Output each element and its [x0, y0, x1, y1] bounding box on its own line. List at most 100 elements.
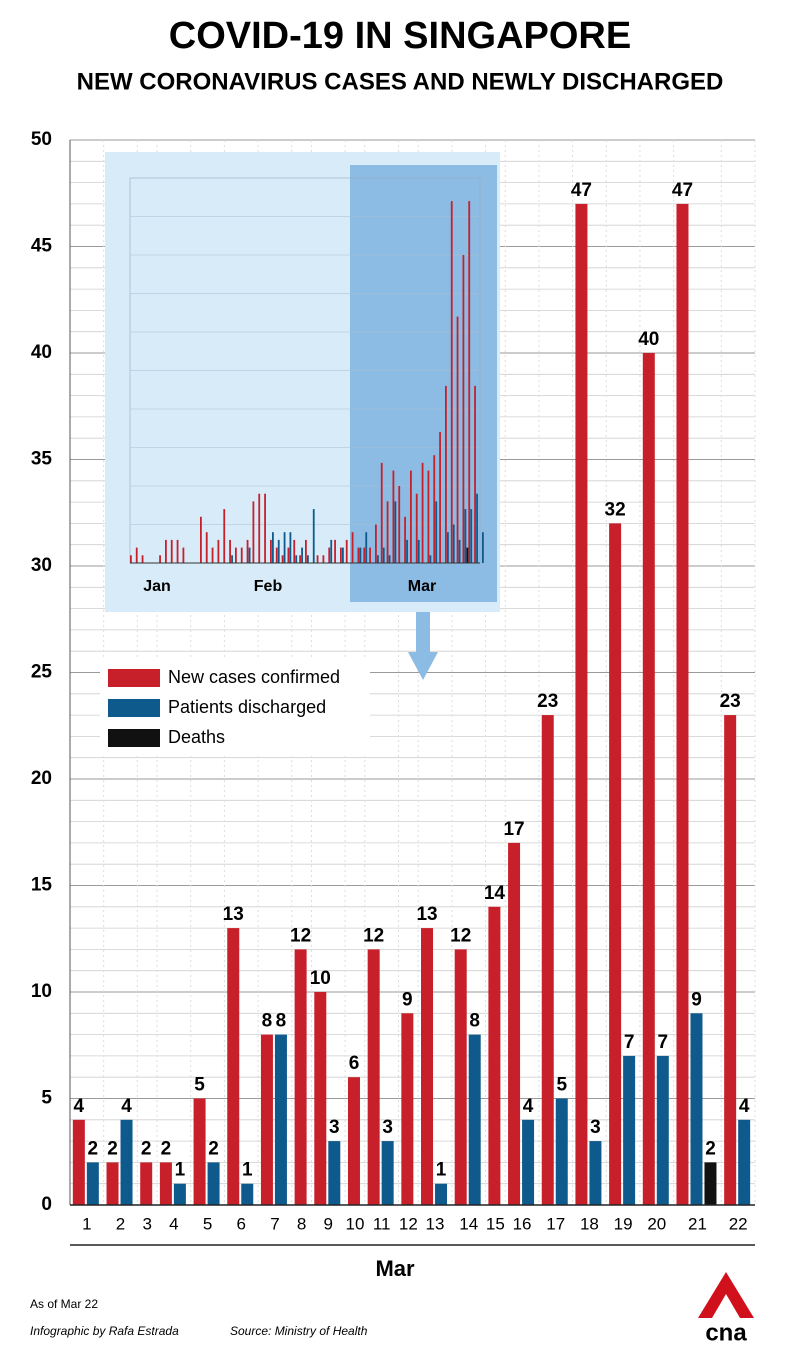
inset-bar — [482, 532, 484, 563]
bar — [159, 1162, 172, 1205]
inset-bar — [235, 547, 237, 563]
bar — [367, 949, 380, 1205]
inset-bar — [307, 555, 309, 563]
inset-bar — [398, 486, 401, 563]
value-label: 3 — [329, 1117, 340, 1138]
y-tick-label: 35 — [31, 449, 53, 470]
bar — [328, 1141, 341, 1205]
inset-bar — [223, 509, 226, 563]
legend-swatch — [108, 729, 160, 747]
inset-bar — [272, 532, 274, 563]
value-label: 2 — [705, 1138, 716, 1159]
value-label: 4 — [739, 1096, 750, 1117]
bar — [140, 1162, 153, 1205]
value-label: 7 — [624, 1032, 635, 1053]
bar — [508, 842, 521, 1205]
x-tick-label: 20 — [647, 1214, 666, 1233]
value-label: 40 — [638, 329, 659, 350]
inset-bar — [462, 255, 465, 563]
inset-bar — [388, 555, 391, 563]
inset-bar — [410, 470, 412, 563]
inset-bar — [130, 555, 132, 563]
inset-bar — [456, 316, 459, 563]
inset-bar — [474, 385, 476, 563]
legend-swatch — [108, 699, 160, 717]
inset-arrow — [408, 612, 438, 680]
x-tick-label: 16 — [513, 1214, 532, 1233]
inset-bar — [450, 201, 453, 563]
inset-bar — [176, 539, 179, 563]
bar — [260, 1034, 273, 1205]
credit: Infographic by Rafa Estrada — [30, 1324, 179, 1338]
inset-bar — [277, 539, 280, 563]
inset-bar — [240, 547, 243, 563]
value-label: 8 — [276, 1011, 287, 1032]
inset-bar — [363, 547, 366, 563]
bar — [227, 928, 240, 1205]
note: As of Mar 22 — [30, 1297, 98, 1311]
inset-bar — [421, 462, 424, 563]
bar — [193, 1098, 206, 1205]
value-label: 14 — [484, 883, 506, 904]
inset-bar — [415, 493, 418, 563]
x-tick-label: 9 — [324, 1214, 333, 1233]
bar — [589, 1141, 602, 1205]
bar — [314, 992, 327, 1205]
value-label: 13 — [416, 904, 437, 925]
inset-bar — [299, 555, 301, 563]
value-label: 5 — [556, 1075, 567, 1096]
value-label: 47 — [672, 180, 693, 201]
x-axis-label: Mar — [375, 1256, 415, 1281]
inset-bar — [165, 539, 167, 563]
bar — [106, 1162, 119, 1205]
inset-bar — [468, 201, 471, 563]
bar — [555, 1098, 568, 1205]
inset-bar — [281, 555, 284, 563]
inset-bar — [293, 539, 296, 563]
inset-bar — [231, 555, 233, 563]
inset-bar — [295, 555, 298, 563]
inset-month-label: Mar — [408, 578, 436, 595]
value-label: 4 — [74, 1096, 85, 1117]
y-tick-label: 0 — [41, 1194, 52, 1215]
value-label: 13 — [223, 904, 244, 925]
x-tick-label: 3 — [142, 1214, 151, 1233]
inset-bar — [406, 539, 408, 563]
inset-bar — [351, 532, 354, 563]
inset-bar — [275, 547, 278, 563]
value-label: 2 — [161, 1138, 172, 1159]
inset-bar — [205, 532, 208, 563]
value-label: 2 — [107, 1138, 118, 1159]
chart-title: COVID-19 IN SINGAPORE — [169, 15, 631, 57]
value-label: 23 — [537, 691, 558, 712]
inset-bar — [429, 555, 432, 563]
value-label: 12 — [290, 925, 311, 946]
source: Source: Ministry of Health — [230, 1324, 368, 1338]
value-label: 1 — [436, 1160, 447, 1181]
bar — [401, 1013, 414, 1205]
x-tick-label: 21 — [688, 1214, 707, 1233]
value-label: 2 — [88, 1138, 99, 1159]
value-label: 1 — [242, 1160, 253, 1181]
inset-month-label: Feb — [254, 578, 283, 595]
inset-bar — [217, 539, 220, 563]
inset-bar — [248, 547, 251, 563]
value-label: 1 — [175, 1160, 186, 1181]
y-tick-label: 50 — [31, 129, 52, 150]
bar — [488, 906, 501, 1205]
x-tick-label: 18 — [580, 1214, 599, 1233]
y-tick-label: 25 — [31, 662, 53, 683]
bar — [704, 1162, 717, 1205]
bar — [738, 1119, 751, 1205]
value-label: 12 — [363, 925, 384, 946]
y-tick-label: 10 — [31, 981, 52, 1002]
x-tick-label: 22 — [729, 1214, 748, 1233]
inset-bar — [264, 493, 266, 563]
inset-bar — [342, 547, 344, 563]
inset-bar — [369, 547, 371, 563]
inset-bar — [211, 547, 214, 563]
bar — [86, 1162, 99, 1205]
value-label: 3 — [590, 1117, 601, 1138]
inset-bar — [464, 509, 467, 563]
